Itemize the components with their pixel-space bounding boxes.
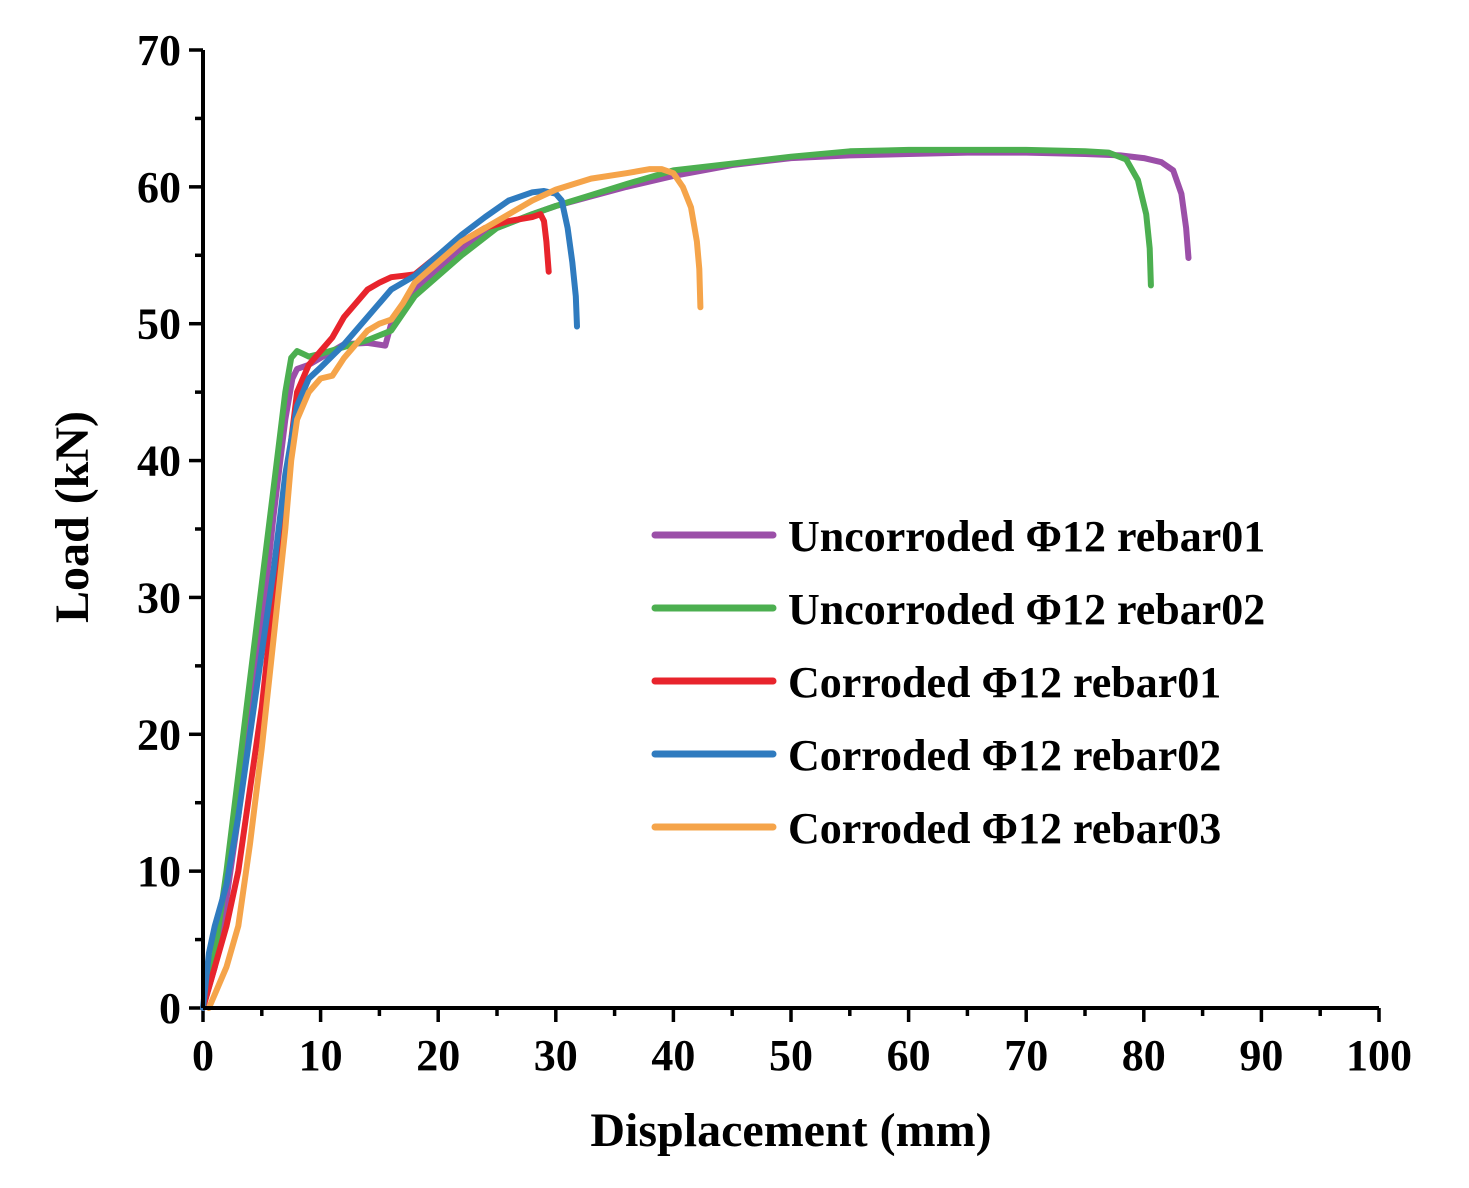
x-tick-label: 40 [651,1031,695,1080]
y-tick-label: 40 [137,437,181,486]
x-tick-label: 30 [534,1031,578,1080]
series-line-3 [200,211,552,1011]
series-line-4 [200,188,580,1011]
x-tick-label: 20 [416,1031,460,1080]
y-tick-label: 30 [137,573,181,622]
legend-label-5: Corroded Φ12 rebar03 [788,804,1221,853]
legend-label-2: Uncorroded Φ12 rebar02 [788,585,1265,634]
x-tick-label: 100 [1346,1031,1412,1080]
x-tick-label: 80 [1122,1031,1166,1080]
x-tick-labels: 0 10 20 30 40 50 60 70 80 90 100 [192,1031,1412,1080]
y-tick-label: 70 [137,26,181,75]
series-line-5 [205,166,704,1011]
y-tick-labels: 0 10 20 30 40 50 60 70 [137,26,181,1033]
x-tick-label: 70 [1004,1031,1048,1080]
y-tick-label: 20 [137,710,181,759]
series-line-2 [200,146,1154,1011]
legend-label-4: Corroded Φ12 rebar02 [788,731,1221,780]
y-axis-title: Load (kN) [46,411,99,623]
y-tick-label: 0 [159,984,181,1033]
legend-label-1: Uncorroded Φ12 rebar01 [788,512,1265,561]
y-tick-label: 60 [137,163,181,212]
legend-label-3: Corroded Φ12 rebar01 [788,658,1221,707]
y-minor-ticks [195,116,203,942]
series-layer [200,146,1192,1011]
x-tick-label: 0 [192,1031,214,1080]
x-tick-label: 50 [769,1031,813,1080]
y-tick-label: 50 [137,300,181,349]
x-tick-label: 90 [1239,1031,1283,1080]
x-axis-title: Displacement (mm) [590,1104,991,1157]
legend: Uncorroded Φ12 rebar01 Uncorroded Φ12 reb… [651,512,1265,853]
series-line-1 [200,149,1192,1011]
y-tick-label: 10 [137,847,181,896]
x-tick-label: 10 [299,1031,343,1080]
x-major-ticks [201,1008,1381,1022]
x-tick-label: 60 [887,1031,931,1080]
y-major-ticks [189,48,203,1010]
